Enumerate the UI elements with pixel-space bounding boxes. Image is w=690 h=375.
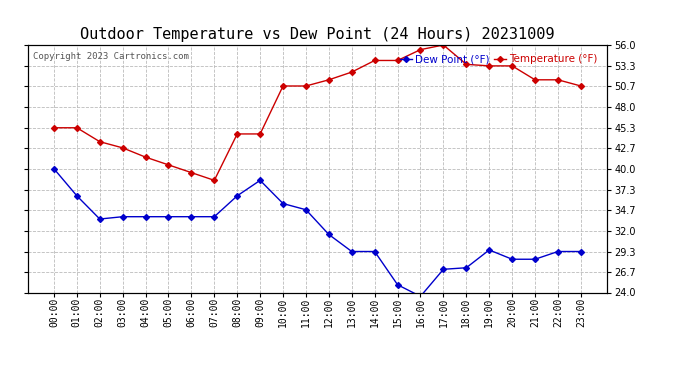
Title: Outdoor Temperature vs Dew Point (24 Hours) 20231009: Outdoor Temperature vs Dew Point (24 Hou… — [80, 27, 555, 42]
Legend: Dew Point (°F), Temperature (°F): Dew Point (°F), Temperature (°F) — [395, 50, 602, 69]
Text: Copyright 2023 Cartronics.com: Copyright 2023 Cartronics.com — [33, 53, 189, 62]
